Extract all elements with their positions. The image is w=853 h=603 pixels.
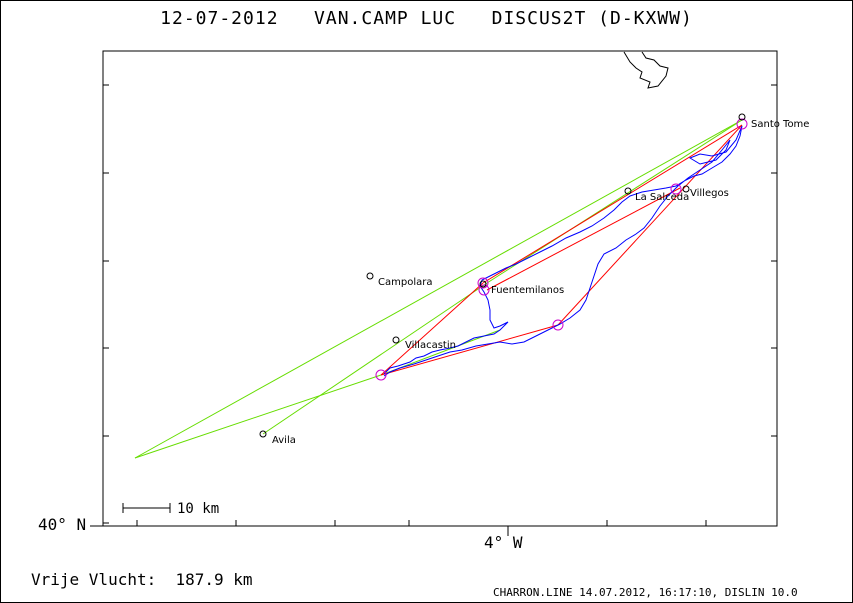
place-marker-santo-tome	[738, 113, 746, 121]
scale-bar-label: 10 km	[177, 501, 219, 517]
turnpoint-fuentemilanos-2	[478, 284, 490, 296]
place-label-fuentemilanos: Fuentemilanos	[491, 285, 564, 296]
map-border	[102, 50, 778, 527]
turnpoint-fuentemilanos	[477, 277, 489, 289]
place-label-campolara: Campolara	[378, 277, 432, 288]
task-lines	[380, 124, 743, 376]
place-label-villacastin: Villacastin	[405, 340, 456, 351]
place-marker-villacastin	[392, 336, 400, 344]
flight-title: 12-07-2012 VAN.CAMP LUC DISCUS2T (D-KXWW…	[0, 8, 853, 29]
place-marker-fuentemilanos	[479, 280, 487, 288]
distance-label: Vrije Vlucht:	[31, 570, 157, 589]
flight-track	[383, 125, 743, 377]
lake-outline	[623, 51, 669, 89]
place-label-santo-tome: Santo Tome	[751, 119, 809, 130]
free-flight-distance: Vrije Vlucht: 187.9 km	[31, 570, 253, 589]
turnpoint-santo-tome	[736, 118, 748, 130]
place-label-avila: Avila	[272, 435, 296, 446]
scale-bar	[122, 503, 171, 513]
lat-ticks	[90, 84, 777, 527]
turnpoints	[375, 118, 748, 381]
place-marker-avila	[259, 430, 267, 438]
place-marker-villegos	[682, 185, 690, 193]
pilot-name: VAN.CAMP LUC	[314, 8, 457, 29]
place-markers	[259, 113, 746, 438]
turnpoint-south	[552, 319, 564, 331]
free-flight-lines	[134, 119, 743, 459]
latitude-label: 40° N	[38, 515, 87, 534]
longitude-label: 4° W	[484, 533, 523, 552]
place-label-la-salceda: La Salceda	[635, 192, 689, 203]
distance-value: 187.9 km	[175, 570, 253, 589]
glider-name: DISCUS2T (D-KXWW)	[491, 8, 693, 29]
lon-ticks	[136, 520, 707, 536]
turnpoint-villegos	[670, 183, 682, 195]
turnpoint-start	[375, 369, 387, 381]
place-marker-la-salceda	[624, 187, 632, 195]
place-label-villegos: Villegos	[690, 188, 729, 199]
flight-date: 12-07-2012	[160, 8, 279, 29]
footer-info: CHARRON.LINE 14.07.2012, 16:17:10, DISLI…	[493, 586, 798, 599]
place-marker-campolara	[366, 272, 374, 280]
